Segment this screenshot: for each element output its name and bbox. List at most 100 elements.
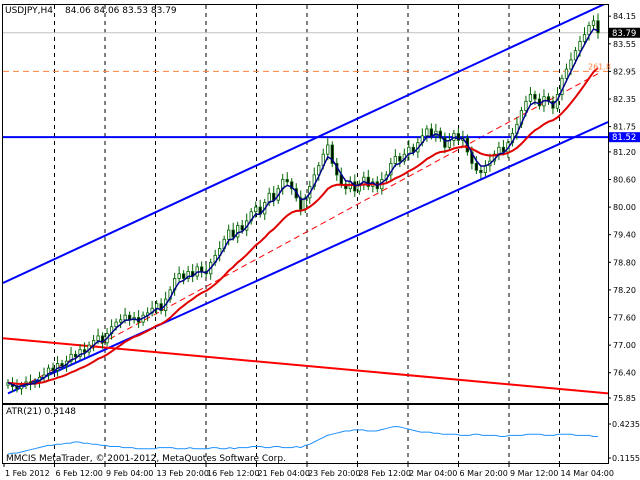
candle-body <box>186 271 190 279</box>
candle-body <box>326 144 330 155</box>
candle <box>78 344 82 361</box>
atr-y-tick-label: 0.4235 <box>612 420 640 429</box>
candle-body <box>479 169 483 174</box>
x-tick-label: 9 Feb 04:00 <box>106 469 153 478</box>
candle <box>344 180 348 195</box>
candle <box>100 332 105 349</box>
atr-y-tick-label: 0.1155 <box>612 454 640 463</box>
y-tick-label: 77.60 <box>613 314 636 323</box>
y-tick-label: 78.20 <box>613 286 636 295</box>
footer-copyright: MMCIS MetaTrader, © 2001-2012, MetaQuote… <box>6 454 286 464</box>
candle <box>393 149 397 168</box>
candle <box>456 127 461 145</box>
y-tick-label: 82.95 <box>613 67 636 76</box>
candle-body <box>582 34 587 42</box>
y-tick-label: 84.15 <box>613 12 636 21</box>
level-price-badge-text: 81.52 <box>612 133 636 143</box>
candle-body <box>483 165 488 173</box>
candle-body <box>60 363 64 367</box>
y-tick-label: 81.20 <box>613 148 636 157</box>
candle-body <box>330 144 334 164</box>
candle-body <box>344 183 348 190</box>
candle <box>398 152 402 168</box>
y-tick-label: 82.35 <box>613 95 636 104</box>
ohlc-label: 84.06 84.06 83.53 83.79 <box>65 6 177 16</box>
candle-body <box>443 137 447 148</box>
candle <box>182 270 186 285</box>
level-price-badge: 81.52 <box>609 132 640 143</box>
candle <box>479 166 483 179</box>
candle-body <box>236 225 240 238</box>
x-tick-label: 6 Mar 20:00 <box>460 469 508 478</box>
candle-body <box>587 24 591 35</box>
candle <box>73 350 78 363</box>
x-tick-label: 2 Mar 04:00 <box>409 469 457 478</box>
candle-body <box>254 206 258 213</box>
candle-body <box>96 335 100 341</box>
symbol-label: USDJPY,H4 <box>5 6 53 16</box>
candle <box>474 156 479 174</box>
candle-body <box>573 50 578 61</box>
atr-line <box>7 426 598 455</box>
candle-body <box>425 128 429 137</box>
candle <box>46 364 51 381</box>
candle-body <box>524 100 528 111</box>
x-tick-label: 28 Feb 12:00 <box>359 469 411 478</box>
candle-body <box>200 266 204 272</box>
candle <box>366 169 370 191</box>
candle-body <box>78 349 82 358</box>
y-tick-label: 75.85 <box>613 394 636 403</box>
candle-body <box>578 41 582 52</box>
candle-body <box>55 363 60 371</box>
candle <box>564 63 569 82</box>
red-trendline[interactable] <box>3 337 608 395</box>
candle-body <box>429 128 433 137</box>
fib-level-label: 261.8 <box>588 62 611 71</box>
candle <box>118 314 123 329</box>
candle-body <box>474 162 479 171</box>
candle-body <box>456 133 461 141</box>
candle-body <box>528 94 533 102</box>
candle <box>528 87 533 105</box>
candle <box>186 265 190 283</box>
candle-body <box>393 156 397 164</box>
candle-body <box>227 229 231 240</box>
x-tick-label: 16 Feb 12:00 <box>207 469 259 478</box>
candle-body <box>69 353 73 362</box>
candle <box>596 13 600 39</box>
atr-label: ATR(21) 0.3148 <box>6 407 76 417</box>
candle-body <box>285 179 289 183</box>
candle <box>330 141 334 168</box>
candle <box>443 132 447 154</box>
candle-body <box>182 273 186 279</box>
candle-body <box>73 353 78 357</box>
channel-upper-line[interactable] <box>3 2 608 284</box>
candle-body <box>240 225 244 231</box>
y-axis-ticks: 84.15 83.55 82.95 82.35 81.75 81.20 80.60 80.00… <box>608 12 640 463</box>
candle-body <box>299 197 303 210</box>
candle-body <box>154 303 159 309</box>
x-tick-label: 14 Mar 04:00 <box>561 469 614 478</box>
y-tick-label: 79.40 <box>613 231 636 240</box>
candle-body <box>177 273 181 279</box>
candle-body <box>51 367 55 371</box>
y-tick-label: 76.40 <box>613 369 636 378</box>
candle-body <box>366 176 370 187</box>
current-price-badge: 83.79 <box>609 27 640 39</box>
x-tick-label: 13 Feb 20:00 <box>157 469 209 478</box>
candle <box>227 224 231 246</box>
candle <box>177 266 181 283</box>
x-tick-label: 9 Mar 12:00 <box>510 469 558 478</box>
y-tick-label: 77.00 <box>613 341 636 350</box>
candle-body <box>569 59 573 70</box>
x-tick-label: 23 Feb 20:00 <box>308 469 360 478</box>
candle-body <box>82 349 87 353</box>
candle <box>60 359 64 370</box>
candle-body <box>290 181 294 190</box>
current-price-badge-text: 83.79 <box>612 29 636 39</box>
candle <box>82 342 87 358</box>
x-tick-label: 1 Feb 2012 <box>5 469 50 478</box>
candle-body <box>231 229 235 238</box>
candle-body <box>501 146 506 153</box>
atr-panel-frame <box>2 404 609 464</box>
